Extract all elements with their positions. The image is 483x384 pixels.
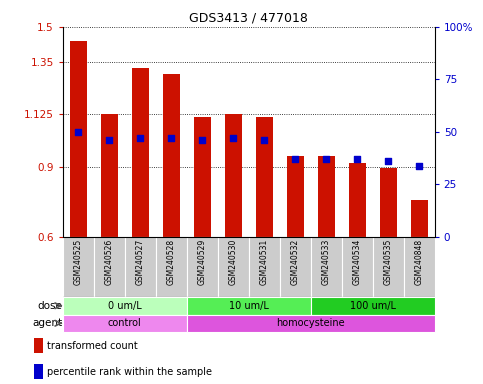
Text: GSM240532: GSM240532 [291, 239, 300, 285]
Text: GSM240531: GSM240531 [260, 239, 269, 285]
Bar [342, 237, 373, 297]
Bar [34, 364, 43, 379]
Bar [132, 68, 149, 237]
Bar [194, 117, 211, 237]
Text: 100 um/L: 100 um/L [350, 301, 396, 311]
Bar [187, 314, 435, 332]
Text: transformed count: transformed count [47, 341, 138, 351]
Bar [101, 114, 118, 237]
Point [322, 156, 330, 162]
Bar [156, 237, 187, 297]
Bar [187, 237, 218, 297]
Bar [380, 168, 397, 237]
Bar [94, 237, 125, 297]
Text: GSM240534: GSM240534 [353, 239, 362, 285]
Point [168, 135, 175, 141]
Point [229, 135, 237, 141]
Bar [63, 237, 94, 297]
Bar [280, 237, 311, 297]
Bar [256, 117, 273, 237]
Bar [163, 74, 180, 237]
Bar [311, 297, 435, 314]
Point [74, 129, 82, 135]
Point [136, 135, 144, 141]
Bar [70, 41, 87, 237]
Bar [311, 237, 342, 297]
Title: GDS3413 / 477018: GDS3413 / 477018 [189, 11, 308, 24]
Text: GSM240528: GSM240528 [167, 239, 176, 285]
Text: GSM240848: GSM240848 [415, 239, 424, 285]
Text: control: control [108, 318, 142, 328]
Text: GSM240527: GSM240527 [136, 239, 145, 285]
Point [384, 158, 392, 164]
Bar [349, 164, 366, 237]
Bar [318, 156, 335, 237]
Text: GSM240530: GSM240530 [229, 239, 238, 285]
Bar [63, 314, 187, 332]
Text: percentile rank within the sample: percentile rank within the sample [47, 367, 213, 377]
Bar [249, 237, 280, 297]
Bar [187, 297, 311, 314]
Text: GSM240533: GSM240533 [322, 239, 331, 285]
Bar [373, 237, 404, 297]
Point [291, 156, 299, 162]
Text: GSM240529: GSM240529 [198, 239, 207, 285]
Bar [218, 237, 249, 297]
Text: GSM240526: GSM240526 [105, 239, 114, 285]
Bar [63, 297, 187, 314]
Bar [287, 156, 304, 237]
Text: agent: agent [32, 318, 62, 328]
Text: 0 um/L: 0 um/L [108, 301, 142, 311]
Point [415, 162, 423, 169]
Bar [404, 237, 435, 297]
Text: GSM240535: GSM240535 [384, 239, 393, 285]
Bar [225, 114, 242, 237]
Text: dose: dose [37, 301, 62, 311]
Point [260, 137, 268, 143]
Text: GSM240525: GSM240525 [74, 239, 83, 285]
Point [354, 156, 361, 162]
Text: 10 um/L: 10 um/L [229, 301, 269, 311]
Bar [34, 338, 43, 353]
Point [105, 137, 113, 143]
Point [199, 137, 206, 143]
Text: homocysteine: homocysteine [276, 318, 345, 328]
Bar [125, 237, 156, 297]
Bar [411, 200, 428, 237]
